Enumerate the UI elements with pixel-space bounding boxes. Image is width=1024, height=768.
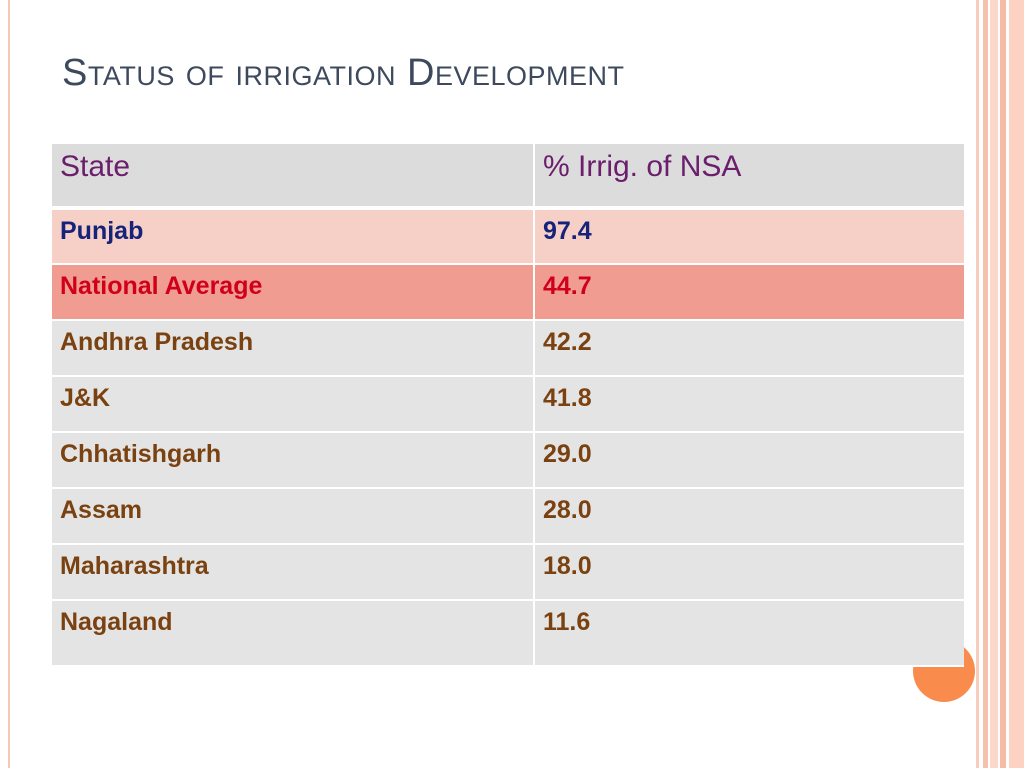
table-row: Punjab 97.4 (52, 208, 964, 265)
table-row: Andhra Pradesh 42.2 (52, 320, 964, 377)
decorative-stripe (976, 0, 979, 768)
value-cell: 29.0 (534, 432, 964, 489)
state-cell: National Average (52, 264, 535, 321)
table-row: Chhatishgarh 29.0 (52, 432, 964, 489)
table-row: Nagaland 11.6 (52, 600, 964, 667)
irrigation-table: State % Irrig. of NSA Punjab 97.4 Nation… (52, 144, 964, 667)
table-row: Assam 28.0 (52, 488, 964, 545)
state-cell: Maharashtra (52, 544, 535, 601)
decorative-stripe (1009, 0, 1024, 768)
left-border-line (8, 0, 10, 768)
value-cell: 97.4 (534, 208, 964, 265)
table-row: Maharashtra 18.0 (52, 544, 964, 601)
decorative-stripe (990, 0, 998, 768)
value-cell: 42.2 (534, 320, 964, 377)
table-row: J&K 41.8 (52, 376, 964, 433)
table-row: National Average 44.7 (52, 264, 964, 321)
table-header-row: State % Irrig. of NSA (52, 144, 964, 210)
state-cell: Nagaland (52, 600, 535, 667)
state-cell: Chhatishgarh (52, 432, 535, 489)
decorative-stripe (1000, 0, 1006, 768)
column-header-state: State (52, 144, 535, 210)
value-cell: 41.8 (534, 376, 964, 433)
state-cell: Andhra Pradesh (52, 320, 535, 377)
state-cell: Assam (52, 488, 535, 545)
slide-title: Status of irrigation Development (62, 52, 625, 94)
decorative-stripe (983, 0, 988, 768)
state-cell: Punjab (52, 208, 535, 265)
value-cell: 44.7 (534, 264, 964, 321)
column-header-percent-irrigated: % Irrig. of NSA (534, 144, 964, 210)
value-cell: 18.0 (534, 544, 964, 601)
value-cell: 28.0 (534, 488, 964, 545)
value-cell: 11.6 (534, 600, 964, 667)
state-cell: J&K (52, 376, 535, 433)
